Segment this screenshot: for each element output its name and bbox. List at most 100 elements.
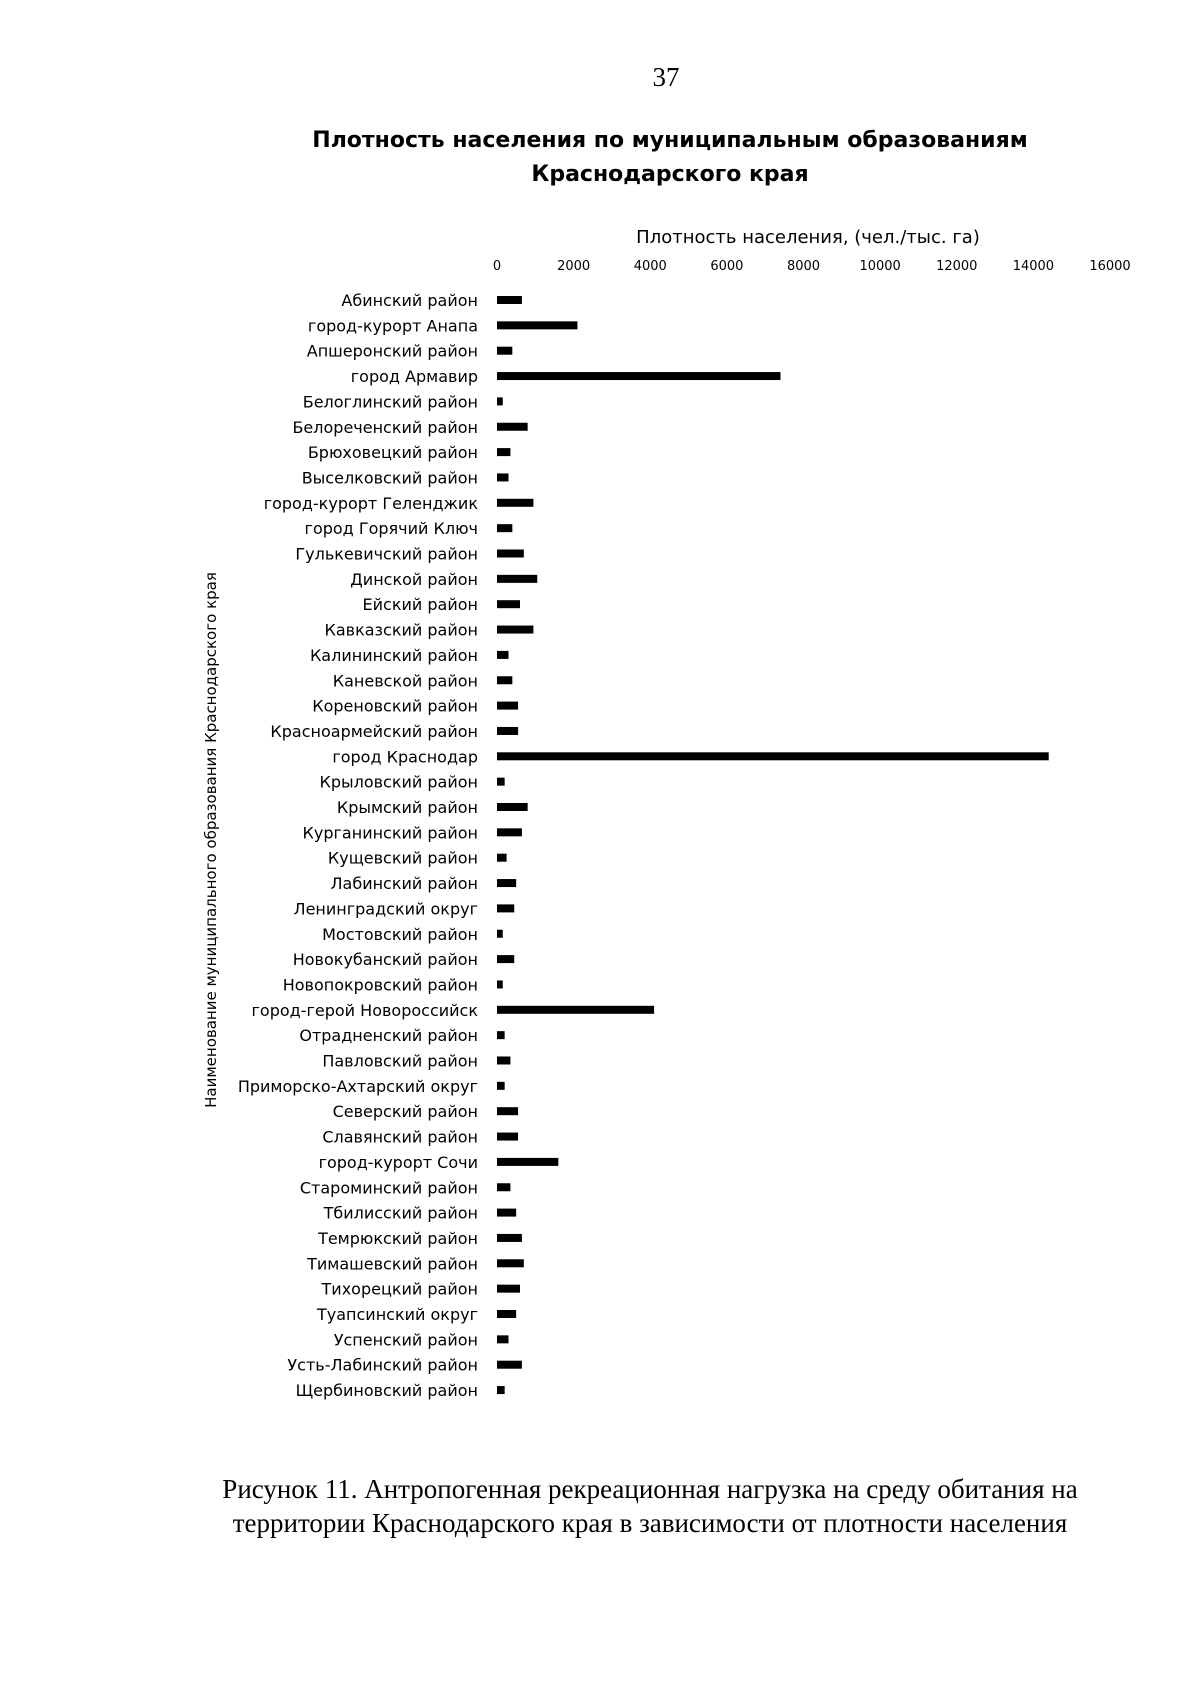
- category-label: Курганинский район: [303, 823, 478, 842]
- bar: [497, 1183, 511, 1192]
- y-axis-label: Наименование муниципального образования …: [202, 572, 220, 1108]
- category-label: Ленинградский округ: [294, 899, 478, 918]
- bar: [497, 676, 513, 685]
- category-label: Выселковский район: [302, 468, 478, 487]
- x-tick-label: 0: [493, 259, 501, 274]
- x-axis-label: Плотность населения, (чел./тыс. га): [636, 227, 980, 248]
- bar: [497, 701, 519, 710]
- category-label: Староминский район: [300, 1178, 478, 1197]
- category-label: город-курорт Анапа: [308, 316, 478, 335]
- x-axis-ticks: 0 2000 4000 6000 8000 10000 12000 14000 16000: [493, 259, 1131, 274]
- category-label: Новокубанский район: [293, 950, 478, 969]
- category-label: Белоглинский район: [303, 392, 478, 411]
- bar: [497, 1157, 559, 1166]
- bar: [497, 1335, 509, 1344]
- category-label: Темрюкский район: [317, 1229, 478, 1248]
- bar: [497, 1031, 505, 1040]
- bar: [497, 625, 534, 634]
- bar: [497, 549, 524, 558]
- category-label: Успенский район: [334, 1330, 478, 1349]
- bar: [497, 955, 515, 964]
- bar: [497, 321, 578, 330]
- category-label: Тихорецкий район: [321, 1280, 478, 1299]
- category-label: Кавказский район: [324, 621, 478, 640]
- bar: [497, 752, 1049, 761]
- chart-title: Плотность населения по муниципальным обр…: [220, 124, 1120, 192]
- bar: [497, 1360, 522, 1369]
- bar: [497, 1107, 519, 1116]
- x-tick-label: 2000: [557, 259, 590, 274]
- bar: [497, 777, 505, 786]
- x-tick-label: 4000: [634, 259, 667, 274]
- category-label: Каневской район: [333, 671, 478, 690]
- bar: [497, 1386, 505, 1395]
- bar: [497, 1259, 524, 1268]
- figure-caption-line-2: территории Краснодарского края в зависим…: [232, 1508, 1068, 1538]
- bar: [497, 1233, 522, 1242]
- category-label: город-курорт Сочи: [319, 1153, 478, 1172]
- category-label: Тбилисский район: [323, 1204, 478, 1223]
- x-tick-label: 14000: [1013, 259, 1054, 274]
- x-tick-label: 6000: [710, 259, 743, 274]
- bar: [497, 498, 534, 507]
- bar: [497, 346, 513, 355]
- category-label: Северский район: [333, 1102, 478, 1121]
- category-label: город-курорт Геленджик: [264, 494, 479, 513]
- bar: [497, 980, 503, 989]
- bar: [497, 828, 522, 837]
- bar: [497, 803, 528, 811]
- bar: [497, 448, 511, 457]
- bar: [497, 397, 503, 406]
- category-label: город-герой Новороссийск: [252, 1001, 479, 1020]
- category-label: Славянский район: [322, 1128, 478, 1147]
- category-label: Павловский район: [322, 1052, 478, 1071]
- figure-caption-line-1: Рисунок 11. Антропогенная рекреационная …: [222, 1474, 1078, 1504]
- x-tick-label: 8000: [787, 259, 820, 274]
- bar: [497, 1005, 655, 1014]
- category-label: Абинский район: [341, 291, 478, 310]
- category-label: Ейский район: [363, 595, 478, 614]
- x-tick-label: 12000: [936, 259, 977, 274]
- bar: [497, 1310, 517, 1318]
- bars: [497, 296, 1049, 1395]
- category-label: Динской район: [350, 570, 478, 589]
- category-label: Белореченский район: [292, 418, 478, 437]
- category-label: Брюховецкий район: [308, 443, 478, 462]
- figure-caption: Рисунок 11. Антропогенная рекреационная …: [150, 1472, 1150, 1540]
- chart-title-line-2: Краснодарского края: [531, 162, 809, 187]
- bar: [497, 726, 519, 735]
- bar: [497, 853, 507, 862]
- x-tick-label: 16000: [1089, 259, 1130, 274]
- bar: [497, 296, 522, 304]
- x-tick-label: 10000: [859, 259, 900, 274]
- category-label: Приморско-Ахтарский округ: [238, 1077, 478, 1096]
- category-label: Тимашевский район: [306, 1254, 478, 1273]
- bar: [497, 1284, 520, 1293]
- bar: [497, 473, 509, 482]
- bar: [497, 1208, 517, 1217]
- bar: [497, 600, 520, 609]
- chart-title-line-1: Плотность населения по муниципальным обр…: [312, 128, 1028, 153]
- bar: [497, 574, 538, 583]
- category-label: Крыловский район: [319, 773, 478, 792]
- category-label: Лабинский район: [330, 874, 478, 893]
- category-label: Крымский район: [337, 798, 478, 817]
- category-label: Калининский район: [310, 646, 478, 665]
- category-label: Гулькевичский район: [295, 545, 478, 564]
- bar: [497, 422, 528, 431]
- category-label: Усть-Лабинский район: [287, 1356, 478, 1375]
- bar: [497, 929, 503, 938]
- category-label: Туапсинский округ: [316, 1305, 478, 1324]
- category-label: Апшеронский район: [307, 342, 478, 361]
- category-label: Новопокровский район: [283, 975, 478, 994]
- bar: [497, 879, 517, 888]
- bar: [497, 1056, 511, 1065]
- bar: [497, 1081, 505, 1090]
- page-number: 37: [652, 62, 680, 92]
- bar: [497, 1132, 519, 1141]
- bar: [497, 904, 515, 913]
- bar: [497, 372, 781, 381]
- bar: [497, 524, 513, 533]
- category-label: Отрадненский район: [299, 1026, 478, 1045]
- category-label: Красноармейский район: [270, 722, 478, 741]
